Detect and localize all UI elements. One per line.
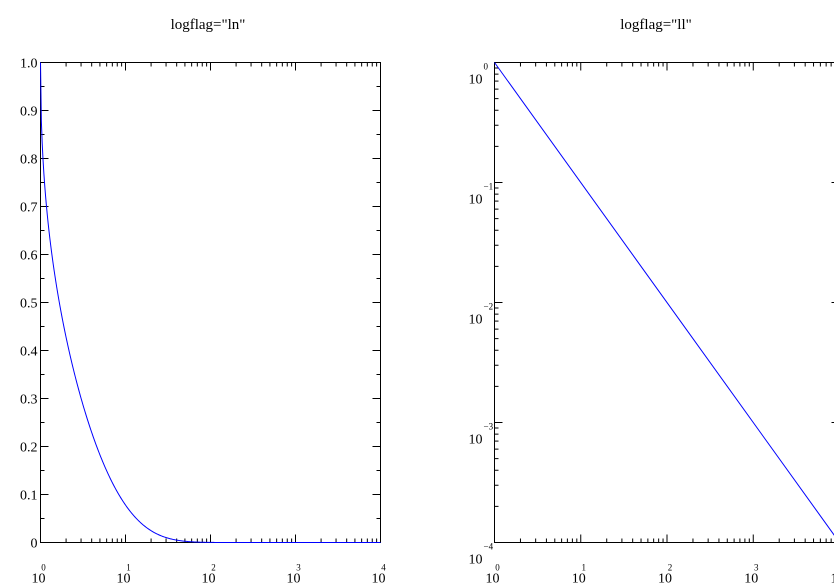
y-tick-label-base: 10 [469, 193, 483, 208]
y-tick-label: 0.4 [20, 345, 38, 360]
x-tick-label-base: 10 [32, 572, 46, 587]
x-tick-label-base: 10 [202, 572, 216, 587]
x-tick-label-base: 10 [287, 572, 301, 587]
x-tick-label-base: 10 [744, 572, 758, 587]
x-tick-label-exponent: 3 [754, 563, 759, 573]
x-tick-label: 103 [287, 563, 302, 587]
x-tick-label-base: 10 [117, 572, 131, 587]
tick-group [40, 62, 381, 543]
y-tick-label: 10−1 [469, 182, 494, 208]
tick-label-group: 10010110210310400.10.20.30.40.50.60.70.8… [20, 57, 386, 587]
y-tick-label: 0.1 [20, 489, 38, 504]
y-tick-label: 100 [469, 62, 489, 88]
x-tick-label-exponent: 1 [582, 563, 587, 573]
x-tick-label-exponent: 0 [495, 563, 500, 573]
y-tick-label: 0.6 [20, 249, 38, 264]
y-tick-label: 0.9 [20, 105, 38, 120]
y-tick-label: 0 [31, 537, 38, 552]
y-tick-label-base: 10 [469, 433, 483, 448]
y-tick-label-exponent: −2 [484, 302, 494, 312]
y-tick-label: 10−2 [469, 302, 494, 328]
x-tick-label-exponent: 4 [381, 563, 386, 573]
x-tick-label-exponent: 1 [126, 563, 131, 573]
y-tick-label-exponent: −3 [484, 422, 494, 432]
y-tick-label-base: 10 [469, 73, 483, 88]
x-tick-label: 101 [572, 563, 586, 587]
x-tick-label: 102 [202, 563, 216, 587]
x-tick-label-base: 10 [572, 572, 586, 587]
y-tick-label-exponent: −1 [484, 182, 494, 192]
chart-title: logflag="ln" [171, 17, 246, 33]
y-tick-label-base: 10 [469, 553, 483, 568]
x-tick-label: 101 [117, 563, 131, 587]
y-tick-label: 0.8 [20, 153, 38, 168]
tick-group [494, 62, 834, 543]
x-tick-label-exponent: 2 [668, 563, 673, 573]
y-tick-label: 0.2 [20, 441, 38, 456]
y-tick-label: 0.5 [20, 297, 38, 312]
plot-frame [40, 62, 381, 543]
tick-label-group: 10010110210310410010−110−210−310−4 [469, 62, 834, 587]
chart-title: logflag="ll" [620, 17, 692, 33]
x-tick-label-base: 10 [658, 572, 672, 587]
x-tick-label: 100 [32, 563, 47, 587]
y-tick-label: 0.3 [20, 393, 38, 408]
y-tick-label-exponent: 0 [484, 62, 489, 72]
chart-ll: logflag="ll" 10010110210310410010−110−21… [469, 17, 834, 587]
y-tick-label: 0.7 [20, 201, 38, 216]
x-tick-label: 103 [744, 563, 759, 587]
x-tick-label-exponent: 0 [41, 563, 46, 573]
x-tick-label-exponent: 3 [296, 563, 301, 573]
x-tick-label: 102 [658, 563, 672, 587]
y-tick-label-base: 10 [469, 313, 483, 328]
series-group [40, 62, 381, 543]
series-line [494, 62, 834, 536]
x-tick-label-base: 10 [372, 572, 386, 587]
plot-frame [494, 62, 834, 543]
x-tick-label-base: 10 [486, 572, 500, 587]
x-tick-label: 104 [831, 572, 834, 587]
x-tick-label: 104 [372, 563, 387, 587]
series-line [40, 62, 381, 543]
y-tick-label: 10−4 [469, 542, 494, 568]
series-group [494, 62, 834, 536]
y-tick-label: 10−3 [469, 422, 494, 448]
x-tick-label-base: 10 [831, 572, 834, 587]
x-tick-label: 100 [486, 563, 501, 587]
y-tick-label: 1.0 [20, 57, 38, 72]
chart-ln: logflag="ln" 10010110210310400.10.20.30.… [20, 17, 386, 587]
y-tick-label-exponent: −4 [484, 542, 494, 552]
x-tick-label-exponent: 2 [211, 563, 216, 573]
